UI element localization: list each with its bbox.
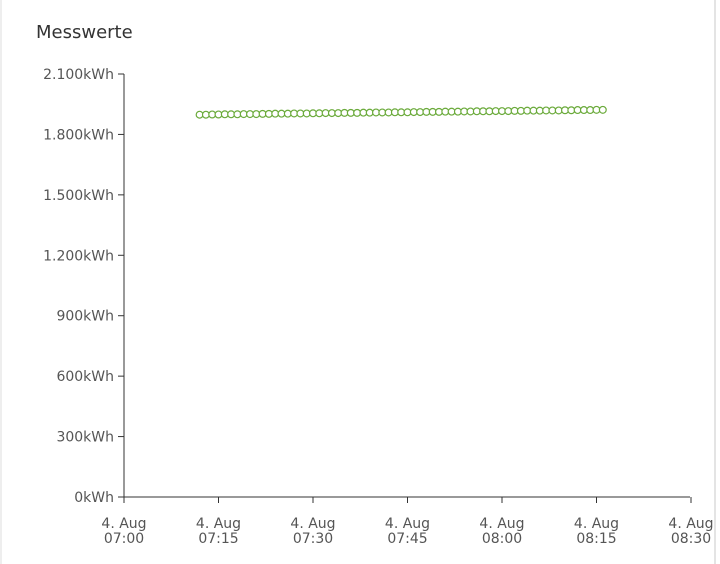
x-tick-date: 4. Aug (668, 516, 713, 532)
x-tick-date: 4. Aug (479, 516, 524, 532)
y-tick-label: 600kWh (56, 369, 114, 385)
x-tick-time: 08:15 (576, 531, 616, 547)
x-tick-time: 07:30 (293, 531, 333, 547)
y-tick-label: 1.500kWh (43, 188, 114, 204)
x-tick-date: 4. Aug (385, 516, 430, 532)
y-tick-label: 1.200kWh (43, 248, 114, 264)
x-tick-date: 4. Aug (574, 516, 619, 532)
x-tick-time: 07:45 (387, 531, 427, 547)
x-tick-time: 07:00 (104, 531, 144, 547)
x-tick-time: 08:00 (482, 531, 522, 547)
y-tick-label: 900kWh (56, 309, 114, 325)
y-tick-label: 2.100kWh (43, 67, 114, 83)
y-tick-label: 1.800kWh (43, 127, 114, 143)
x-tick-date: 4. Aug (101, 516, 146, 532)
y-tick-label: 0kWh (74, 490, 114, 506)
x-tick-time: 08:30 (671, 531, 711, 547)
x-tick-date: 4. Aug (290, 516, 335, 532)
y-tick-label: 300kWh (56, 430, 114, 446)
x-tick-date: 4. Aug (196, 516, 241, 532)
point (598, 105, 607, 114)
chart-title: Messwerte (36, 22, 133, 43)
x-tick-time: 07:15 (198, 531, 238, 547)
